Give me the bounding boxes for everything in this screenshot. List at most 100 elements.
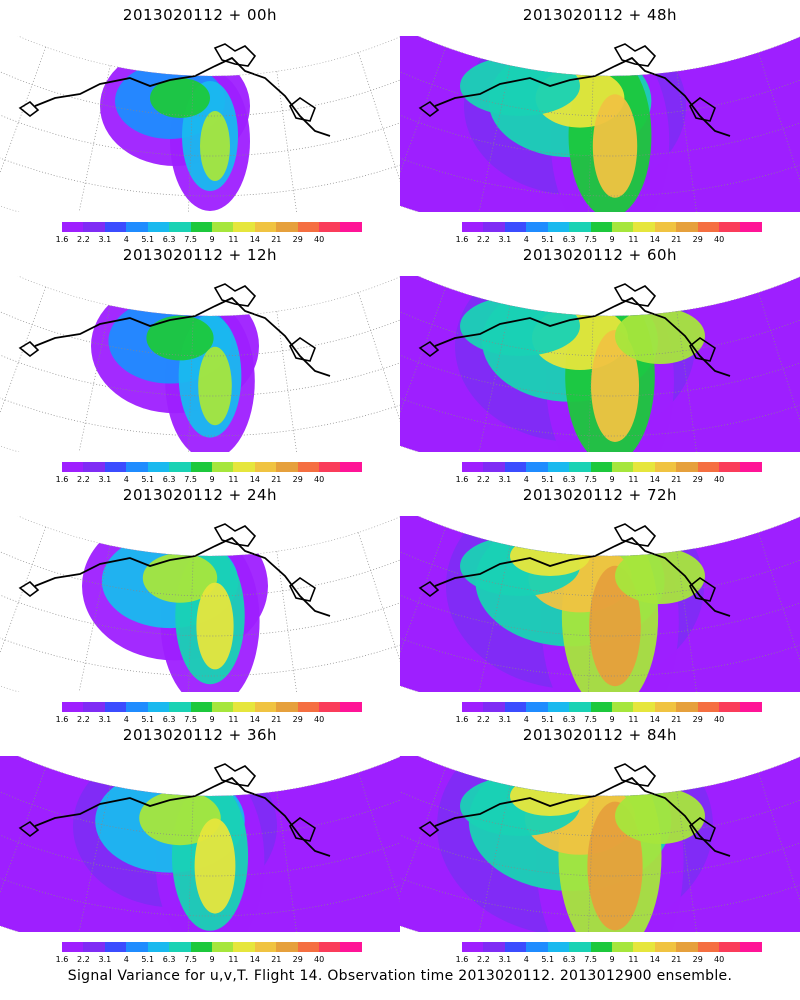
colorbar-tick-label: 6.3 bbox=[162, 235, 176, 244]
colorbar-tick-label: 29 bbox=[692, 235, 703, 244]
colorbar-tick-label: 7.5 bbox=[584, 955, 597, 964]
colorbar-swatch bbox=[104, 942, 127, 952]
colorbar-swatch bbox=[62, 462, 84, 472]
colorbar-swatch bbox=[297, 222, 320, 232]
colorbar-swatch bbox=[83, 702, 105, 712]
colorbar-swatch bbox=[340, 702, 362, 712]
colorbar-tick-label: 6.3 bbox=[562, 715, 576, 724]
colorbar-tick-label: 29 bbox=[292, 235, 303, 244]
colorbar-swatch bbox=[233, 462, 255, 472]
colorbar-swatch bbox=[254, 462, 277, 472]
coastline bbox=[434, 536, 731, 617]
variance-field bbox=[400, 36, 800, 212]
panel-title: 2013020112 + 24h bbox=[122, 486, 278, 504]
colorbar bbox=[62, 702, 362, 712]
colorbar-swatch bbox=[340, 942, 362, 952]
colorbar-swatch bbox=[719, 702, 741, 712]
colorbar-swatch bbox=[590, 462, 612, 472]
colorbar-swatch bbox=[233, 222, 255, 232]
variance-map bbox=[400, 276, 800, 452]
panel-title: 2013020112 + 36h bbox=[122, 726, 278, 744]
variance-field bbox=[400, 756, 800, 932]
coastline-islands bbox=[18, 283, 316, 362]
forecast-panel: 2013020112 + 12h 1.6 2.2 3.1 4 5.1 6.3 7.5 9 11 14… bbox=[0, 240, 400, 485]
colorbar-labels: 1.6 2.2 3.1 4 5.1 6.3 7.5 9 11 14 21 29 40 bbox=[56, 715, 362, 725]
colorbar-swatch bbox=[233, 702, 255, 712]
panel-title: 2013020112 + 00h bbox=[122, 6, 278, 24]
colorbar-swatch bbox=[547, 702, 570, 712]
colorbar-tick-label: 14 bbox=[649, 475, 660, 484]
colorbar-tick-label: 2.2 bbox=[77, 475, 90, 484]
colorbar-tick-label: 14 bbox=[649, 715, 660, 724]
colorbar bbox=[462, 222, 762, 232]
panel-title: 2013020112 + 84h bbox=[522, 726, 678, 744]
colorbar-swatch bbox=[526, 702, 548, 712]
panel-title: 2013020112 + 72h bbox=[522, 486, 678, 504]
colorbar-swatch bbox=[83, 222, 105, 232]
coastline bbox=[34, 56, 331, 137]
graticule bbox=[0, 766, 400, 932]
colorbar-swatch bbox=[569, 462, 591, 472]
colorbar-swatch bbox=[169, 942, 191, 952]
colorbar-swatch bbox=[254, 702, 277, 712]
colorbar-swatch bbox=[211, 222, 234, 232]
colorbar-swatch bbox=[462, 462, 484, 472]
colorbar-swatch bbox=[740, 462, 762, 472]
colorbar-swatch bbox=[319, 222, 341, 232]
colorbar-tick-label: 9 bbox=[609, 235, 615, 244]
colorbar-tick-label: 6.3 bbox=[562, 475, 576, 484]
colorbar-tick-label: 4 bbox=[123, 475, 129, 484]
colorbar-swatch bbox=[526, 222, 548, 232]
colorbar-tick-label: 21 bbox=[671, 715, 682, 724]
colorbar-tick-label: 29 bbox=[692, 955, 703, 964]
colorbar-swatch bbox=[276, 462, 298, 472]
variance-field bbox=[82, 516, 268, 692]
colorbar-swatch bbox=[297, 702, 320, 712]
graticule bbox=[400, 766, 800, 932]
colorbar-swatch bbox=[104, 222, 127, 232]
colorbar-swatch bbox=[504, 222, 527, 232]
colorbar-tick-label: 9 bbox=[209, 955, 215, 964]
colorbar-tick-label: 5.1 bbox=[141, 715, 155, 724]
forecast-panel: 2013020112 + 48h 1.6 2.2 3.1 4 5.1 6.3 7.5 9 11 14… bbox=[400, 0, 800, 245]
colorbar-tick-label: 1.6 bbox=[455, 235, 469, 244]
colorbar-tick-label: 6.3 bbox=[562, 955, 576, 964]
colorbar-swatch bbox=[340, 222, 362, 232]
colorbar-tick-label: 5.1 bbox=[541, 715, 555, 724]
colorbar-swatch bbox=[104, 462, 127, 472]
colorbar-tick-label: 1.6 bbox=[455, 955, 469, 964]
colorbar-swatch bbox=[126, 462, 148, 472]
coastline-islands bbox=[18, 43, 316, 122]
colorbar-tick-label: 40 bbox=[714, 235, 725, 244]
colorbar-labels: 1.6 2.2 3.1 4 5.1 6.3 7.5 9 11 14 21 29 40 bbox=[456, 715, 762, 725]
colorbar-swatch bbox=[633, 942, 655, 952]
colorbar-swatch bbox=[654, 702, 677, 712]
colorbar-swatch bbox=[654, 222, 677, 232]
coastline bbox=[434, 776, 731, 857]
variance-field bbox=[100, 46, 250, 211]
colorbar-swatch bbox=[169, 462, 191, 472]
colorbar-tick-label: 14 bbox=[249, 475, 260, 484]
graticule bbox=[0, 526, 400, 692]
colorbar-swatch bbox=[504, 462, 527, 472]
colorbar-tick-label: 21 bbox=[271, 715, 282, 724]
colorbar-tick-label: 6.3 bbox=[162, 715, 176, 724]
forecast-panel: 2013020112 + 60h 1.6 2.2 3.1 4 5.1 6.3 7.5 9 11 14… bbox=[400, 240, 800, 485]
colorbar-tick-label: 6.3 bbox=[562, 235, 576, 244]
colorbar-tick-label: 11 bbox=[628, 715, 639, 724]
variance-field bbox=[91, 278, 259, 452]
colorbar-swatch bbox=[611, 222, 634, 232]
colorbar-tick-label: 5.1 bbox=[541, 475, 555, 484]
colorbar-tick-label: 5.1 bbox=[541, 955, 555, 964]
colorbar-swatch bbox=[633, 222, 655, 232]
colorbar-tick-label: 3.1 bbox=[98, 475, 112, 484]
colorbar-tick-label: 14 bbox=[249, 955, 260, 964]
variance-map bbox=[400, 756, 800, 932]
colorbar-swatch bbox=[697, 222, 720, 232]
panel-title: 2013020112 + 60h bbox=[522, 246, 678, 264]
colorbar-tick-label: 14 bbox=[249, 235, 260, 244]
colorbar-swatch bbox=[654, 942, 677, 952]
colorbar-tick-label: 5.1 bbox=[141, 235, 155, 244]
colorbar-swatch bbox=[319, 462, 341, 472]
colorbar-tick-label: 2.2 bbox=[477, 715, 490, 724]
